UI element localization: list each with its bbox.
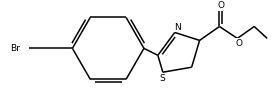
Text: O: O	[218, 1, 225, 10]
Text: Br: Br	[10, 44, 20, 53]
Text: N: N	[174, 23, 181, 32]
Text: S: S	[159, 74, 165, 83]
Text: O: O	[236, 39, 243, 48]
